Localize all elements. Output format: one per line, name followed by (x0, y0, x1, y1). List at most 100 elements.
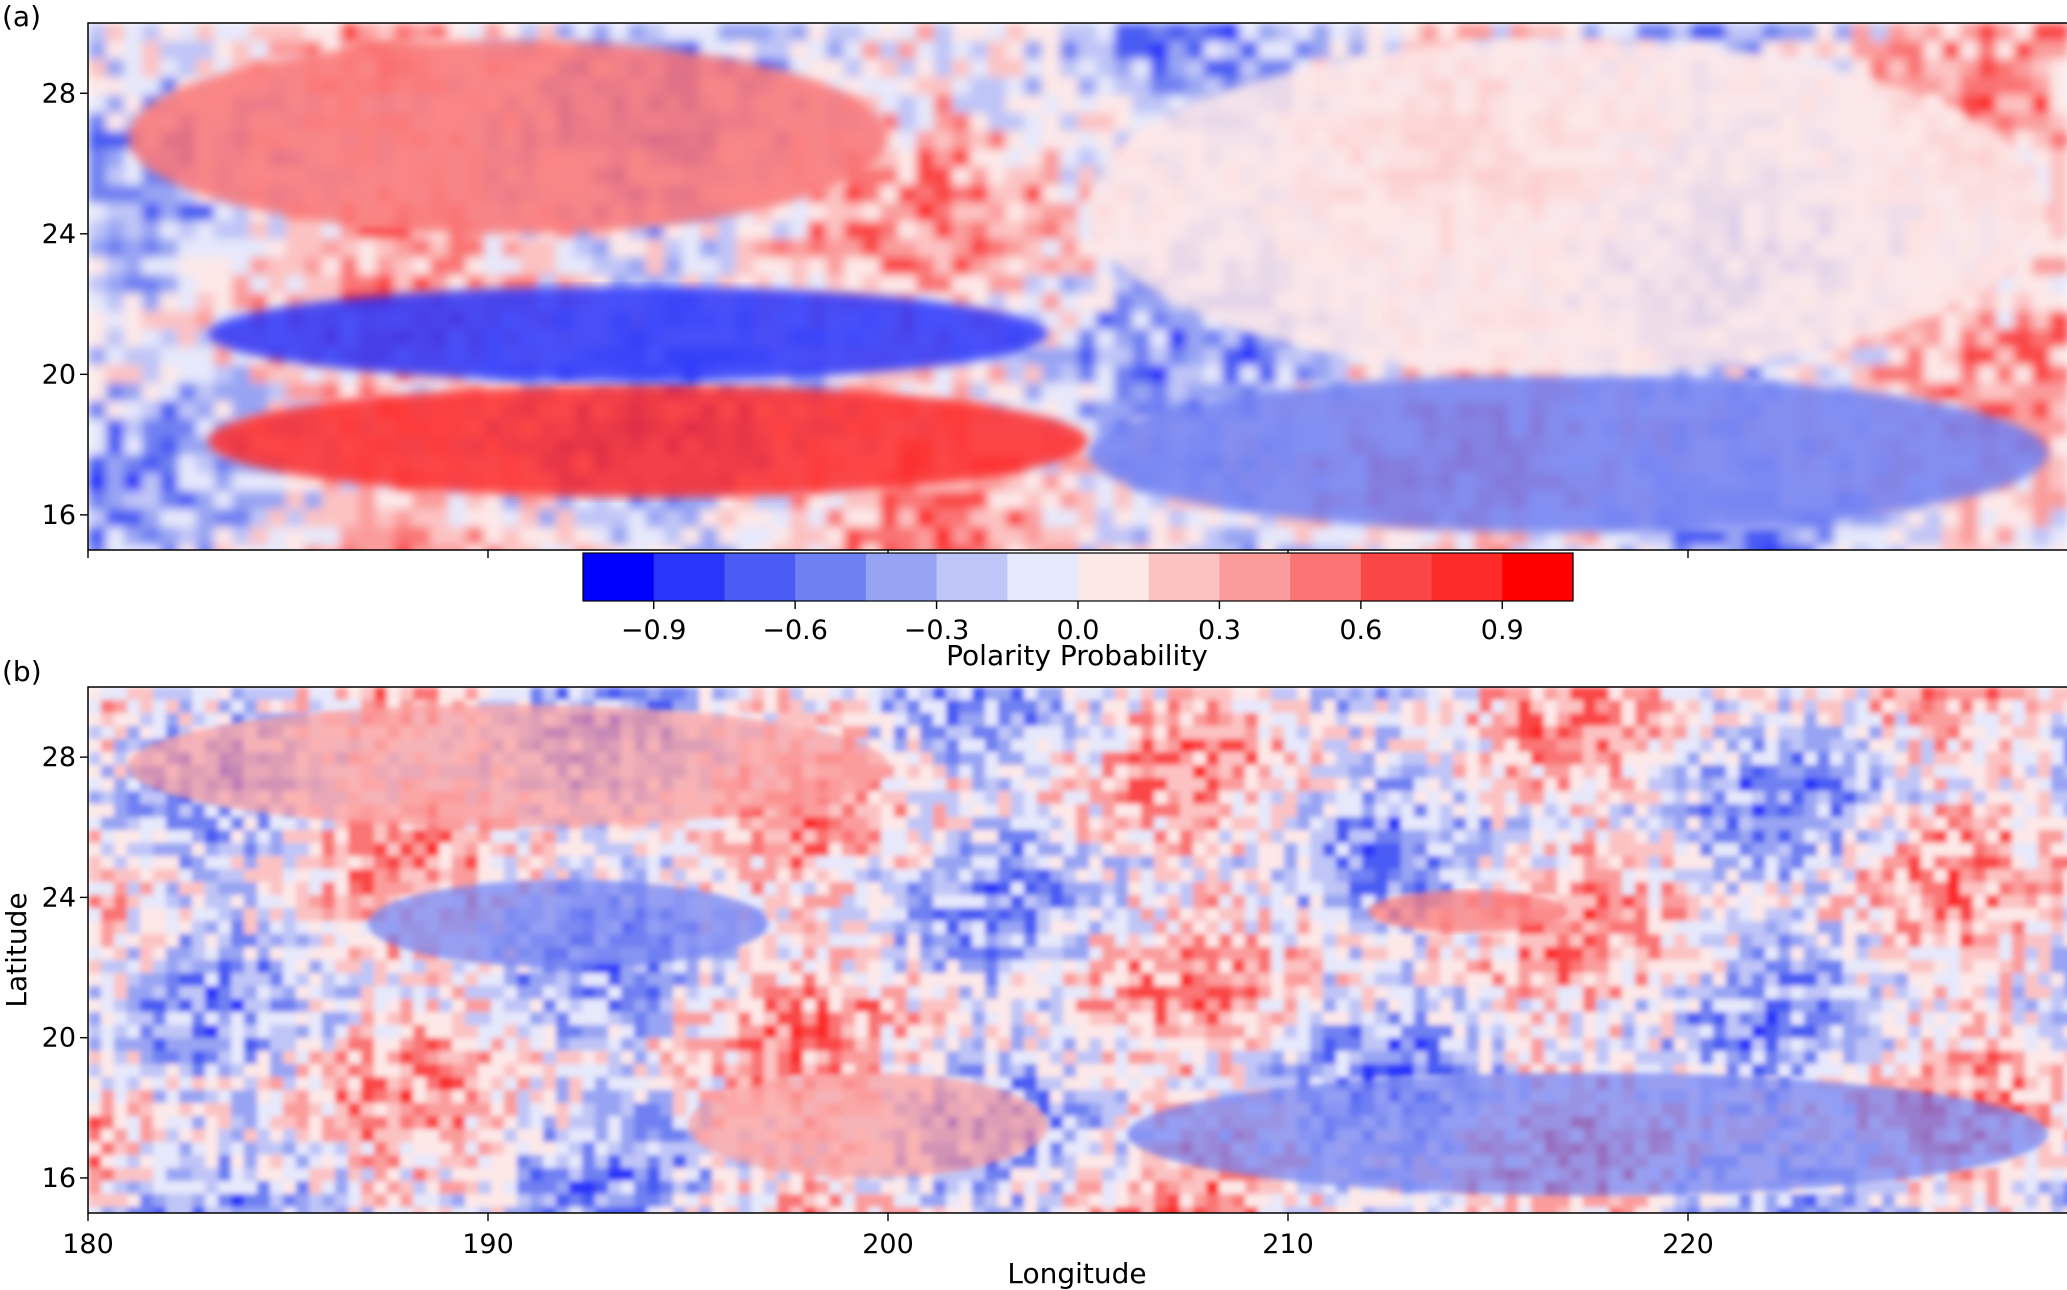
heatmap-cell (1570, 804, 1584, 818)
heatmap-cell (1474, 545, 1493, 550)
heatmap-cell (1276, 545, 1295, 550)
heatmap-cell (1050, 817, 1064, 831)
heatmap-cell (894, 726, 908, 740)
heatmap-cell (387, 687, 401, 701)
heatmap-cell (1466, 804, 1480, 818)
heatmap-cell (1024, 77, 1043, 96)
heatmap-cell (934, 509, 953, 528)
heatmap-cell (160, 275, 179, 294)
heatmap-cell (1204, 347, 1223, 366)
heatmap-cell (286, 221, 305, 240)
heatmap-cell (1440, 687, 1454, 701)
heatmap-cell (1297, 804, 1311, 818)
colorbar-tick-label: 0.6 (1339, 615, 1382, 646)
heatmap-cell (946, 765, 960, 779)
heatmap-cell (394, 257, 413, 276)
heatmap-cell (664, 257, 683, 276)
heatmap-cell (1258, 713, 1272, 727)
heatmap-cell (1258, 817, 1272, 831)
heatmap-cell (196, 455, 215, 474)
heatmap-cell (1947, 700, 1961, 714)
heatmap-cell (106, 401, 125, 420)
heatmap-cell (196, 59, 215, 78)
heatmap-cell (101, 739, 115, 753)
heatmap-cell (1323, 739, 1337, 753)
heatmap-cell (1063, 791, 1077, 805)
heatmap-cell (214, 491, 233, 510)
heatmap-cell (439, 687, 453, 701)
heatmap-cell (1906, 527, 1925, 546)
heatmap-cell (142, 545, 161, 550)
heatmap-cell (988, 527, 1007, 546)
heatmap-cell (1762, 365, 1781, 384)
heatmap-cell (465, 687, 479, 701)
heatmap-cell (1042, 239, 1061, 258)
heatmap-cell (1852, 23, 1871, 42)
heatmap-cell (101, 687, 115, 701)
heatmap-cell (916, 365, 935, 384)
heatmap-cell (972, 700, 986, 714)
heatmap-cell (214, 509, 233, 528)
heatmap-cell (106, 275, 125, 294)
heatmap-cell (1762, 527, 1781, 546)
colorbar-swatch (1078, 553, 1150, 601)
heatmap-cell (700, 221, 719, 240)
heatmap-cell (1323, 687, 1337, 701)
heatmap-cell (1791, 791, 1805, 805)
heatmap-cell (880, 167, 899, 186)
heatmap-cell (1167, 791, 1181, 805)
heatmap-cell (1456, 23, 1475, 42)
heatmap-cell (1219, 739, 1233, 753)
heatmap-cell (250, 293, 269, 312)
heatmap-cell (1180, 752, 1194, 766)
heatmap-cell (160, 23, 179, 42)
heatmap-cell (1888, 347, 1907, 366)
heatmap-cell (2064, 713, 2067, 727)
heatmap-cell (2038, 791, 2052, 805)
heatmap-cell (322, 239, 341, 258)
heatmap-cell (178, 23, 197, 42)
heatmap-cell (1906, 329, 1925, 348)
heatmap-cell (1384, 23, 1403, 42)
heatmap-cell (1240, 329, 1259, 348)
heatmap-cell (972, 778, 986, 792)
heatmap-cell (1096, 329, 1115, 348)
heatmap-cell (1193, 765, 1207, 779)
heatmap-cell (1297, 713, 1311, 727)
heatmap-cell (998, 739, 1012, 753)
heatmap-cell (868, 700, 882, 714)
heatmap-cell (647, 687, 661, 701)
heatmap-cell (1114, 509, 1133, 528)
heatmap-cell (2032, 347, 2051, 366)
heatmap-cell (1186, 509, 1205, 528)
heatmap-cell (1427, 817, 1441, 831)
heatmap-cell (1222, 527, 1241, 546)
heatmap-cell (1479, 726, 1493, 740)
heatmap-cell (1284, 687, 1298, 701)
heatmap-cell (855, 817, 869, 831)
heatmap-cell (448, 275, 467, 294)
heatmap-cell (1531, 726, 1545, 740)
heatmap-cell (754, 545, 773, 550)
heatmap-cell (1232, 765, 1246, 779)
heatmap-cell (232, 545, 251, 550)
heatmap-cell (1648, 713, 1662, 727)
heatmap-cell (1648, 765, 1662, 779)
heatmap-cell (124, 185, 143, 204)
heatmap-cell (1934, 778, 1948, 792)
heatmap-cell (142, 383, 161, 402)
heatmap-cell (1986, 778, 2000, 792)
heatmap-cell (304, 509, 323, 528)
heatmap-cell (1128, 778, 1142, 792)
heatmap-cell (1453, 700, 1467, 714)
heatmap-cell (1078, 491, 1097, 510)
heatmap-cell (868, 791, 882, 805)
heatmap-cell (376, 527, 395, 546)
heatmap-cell (196, 347, 215, 366)
heatmap-cell (862, 167, 881, 186)
heatmap-cell (1882, 778, 1896, 792)
heatmap-cell (1076, 778, 1090, 792)
heatmap-cell (972, 739, 986, 753)
heatmap-cell (192, 804, 206, 818)
heatmap-cell (1102, 778, 1116, 792)
